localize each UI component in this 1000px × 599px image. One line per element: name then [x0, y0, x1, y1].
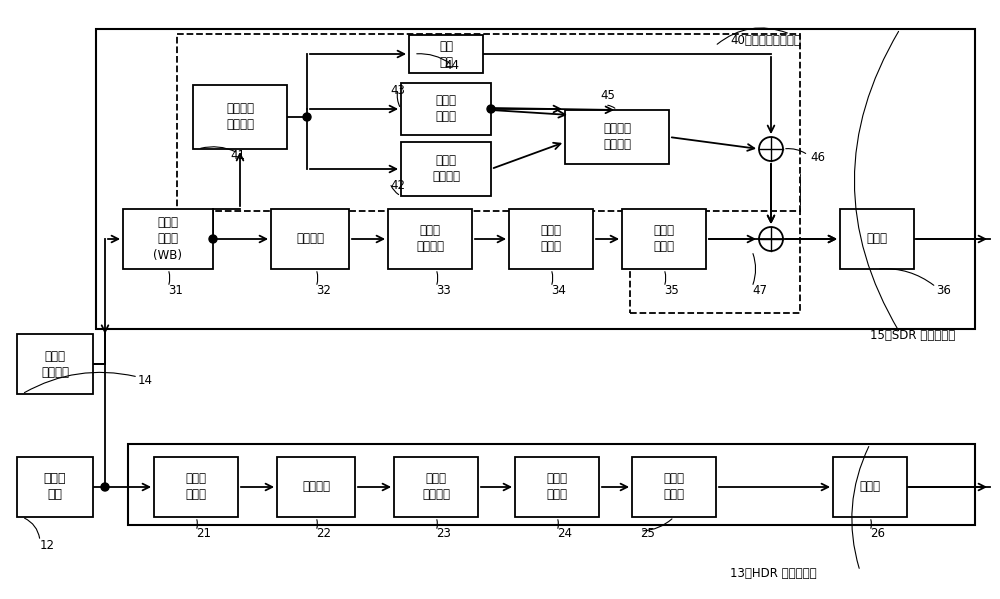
- FancyArrowPatch shape: [608, 105, 615, 108]
- Text: 对比度
提取单元: 对比度 提取单元: [432, 155, 460, 183]
- Bar: [565, 110, 669, 164]
- FancyArrowPatch shape: [852, 446, 869, 568]
- Bar: [17, 457, 93, 517]
- Circle shape: [759, 137, 783, 161]
- Text: 24: 24: [557, 527, 572, 540]
- Text: 46: 46: [810, 151, 825, 164]
- Text: 33: 33: [436, 284, 451, 297]
- Text: 35: 35: [664, 284, 679, 297]
- Text: 36: 36: [936, 284, 951, 297]
- Circle shape: [759, 227, 783, 251]
- Text: 25: 25: [640, 527, 655, 540]
- Bar: [277, 457, 355, 517]
- Text: 42: 42: [390, 179, 405, 192]
- Text: 预处理
单元: 预处理 单元: [44, 473, 66, 501]
- Text: 边缘提
取单元: 边缘提 取单元: [436, 95, 456, 123]
- Circle shape: [209, 235, 217, 243]
- FancyArrowPatch shape: [880, 269, 934, 285]
- Bar: [401, 83, 491, 135]
- Text: 43: 43: [390, 84, 405, 97]
- Text: 伽玛校
正单元: 伽玛校 正单元: [654, 225, 674, 253]
- Text: 矩阵单元: 矩阵单元: [296, 232, 324, 246]
- Text: 边缘增强
处理单元: 边缘增强 处理单元: [603, 123, 631, 152]
- Bar: [833, 457, 907, 517]
- Bar: [840, 209, 914, 269]
- FancyArrowPatch shape: [391, 186, 399, 195]
- Text: 12: 12: [40, 539, 55, 552]
- Text: 放大
单元: 放大 单元: [439, 40, 453, 68]
- Text: 15（SDR 处理单元）: 15（SDR 处理单元）: [870, 329, 955, 342]
- FancyArrowPatch shape: [25, 518, 40, 539]
- Text: 矩阵单元: 矩阵单元: [302, 480, 330, 494]
- Text: 47: 47: [752, 284, 767, 297]
- Bar: [409, 35, 483, 73]
- Bar: [388, 209, 472, 269]
- FancyArrowPatch shape: [753, 253, 756, 285]
- Text: 拐点处
理单元: 拐点处 理单元: [540, 225, 562, 253]
- Text: 格式器: 格式器: [860, 480, 881, 494]
- Text: 黑电平
校正单元: 黑电平 校正单元: [422, 473, 450, 501]
- Text: 34: 34: [551, 284, 566, 297]
- Bar: [128, 444, 975, 525]
- Bar: [271, 209, 349, 269]
- FancyArrowPatch shape: [201, 147, 236, 152]
- Bar: [177, 34, 800, 211]
- Circle shape: [303, 113, 311, 121]
- Text: 分辨率
变换单元: 分辨率 变换单元: [41, 349, 69, 379]
- Text: 细节处
理单元: 细节处 理单元: [546, 473, 568, 501]
- Text: 增益调
节单元
(WB): 增益调 节单元 (WB): [154, 216, 182, 262]
- Text: 41: 41: [230, 149, 245, 162]
- Text: 26: 26: [870, 527, 885, 540]
- FancyArrowPatch shape: [854, 31, 899, 331]
- Text: 伽玛校
正单元: 伽玛校 正单元: [664, 473, 684, 501]
- FancyArrowPatch shape: [24, 373, 135, 392]
- Bar: [632, 457, 716, 517]
- Bar: [96, 29, 975, 329]
- Bar: [515, 457, 599, 517]
- Bar: [622, 209, 706, 269]
- Text: 45: 45: [600, 89, 615, 102]
- Text: 增益调
节单元: 增益调 节单元: [186, 473, 207, 501]
- Text: 14: 14: [138, 374, 153, 387]
- FancyArrowPatch shape: [397, 92, 400, 107]
- Text: 32: 32: [316, 284, 331, 297]
- Text: 44: 44: [444, 59, 459, 72]
- Bar: [401, 142, 491, 196]
- Circle shape: [487, 105, 495, 113]
- Text: 40（校正处理单元）: 40（校正处理单元）: [730, 34, 801, 47]
- Bar: [154, 457, 238, 517]
- Bar: [394, 457, 478, 517]
- Text: 23: 23: [436, 527, 451, 540]
- Bar: [193, 85, 287, 149]
- Text: 31: 31: [168, 284, 183, 297]
- Text: 格式器: 格式器: [866, 232, 888, 246]
- FancyArrowPatch shape: [786, 149, 806, 153]
- FancyArrowPatch shape: [417, 54, 450, 63]
- FancyArrowPatch shape: [643, 519, 672, 531]
- FancyArrowPatch shape: [717, 28, 787, 44]
- Bar: [123, 209, 213, 269]
- Bar: [509, 209, 593, 269]
- Bar: [17, 334, 93, 394]
- Text: 目标区域
控制单元: 目标区域 控制单元: [226, 102, 254, 132]
- Text: 黑电平
校正单元: 黑电平 校正单元: [416, 225, 444, 253]
- Bar: [630, 175, 800, 313]
- Text: 22: 22: [316, 527, 331, 540]
- Circle shape: [101, 483, 109, 491]
- Text: 13（HDR 处理单元）: 13（HDR 处理单元）: [730, 567, 817, 580]
- Text: 21: 21: [196, 527, 211, 540]
